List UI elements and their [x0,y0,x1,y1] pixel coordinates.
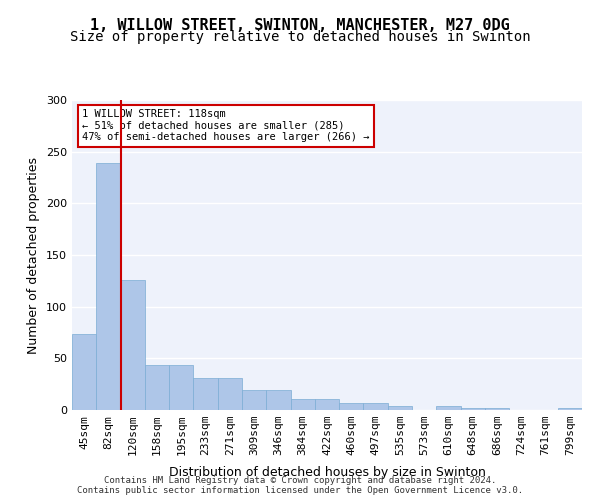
Bar [558,408,582,410]
Bar [72,334,96,410]
Bar [96,163,121,410]
Bar [461,408,485,410]
Bar [436,406,461,410]
Bar [339,403,364,410]
Bar [485,408,509,410]
Bar [266,390,290,410]
Bar [290,398,315,410]
Bar [145,364,169,410]
Bar [242,390,266,410]
Y-axis label: Number of detached properties: Number of detached properties [28,156,40,354]
Bar [169,364,193,410]
Bar [193,378,218,410]
Text: Contains HM Land Registry data © Crown copyright and database right 2024.
Contai: Contains HM Land Registry data © Crown c… [77,476,523,495]
Text: Size of property relative to detached houses in Swinton: Size of property relative to detached ho… [70,30,530,44]
Bar [218,378,242,410]
Text: 1, WILLOW STREET, SWINTON, MANCHESTER, M27 0DG: 1, WILLOW STREET, SWINTON, MANCHESTER, M… [90,18,510,32]
X-axis label: Distribution of detached houses by size in Swinton: Distribution of detached houses by size … [169,466,485,479]
Bar [121,280,145,410]
Bar [388,406,412,410]
Text: 1 WILLOW STREET: 118sqm
← 51% of detached houses are smaller (285)
47% of semi-d: 1 WILLOW STREET: 118sqm ← 51% of detache… [82,110,370,142]
Bar [364,403,388,410]
Bar [315,398,339,410]
